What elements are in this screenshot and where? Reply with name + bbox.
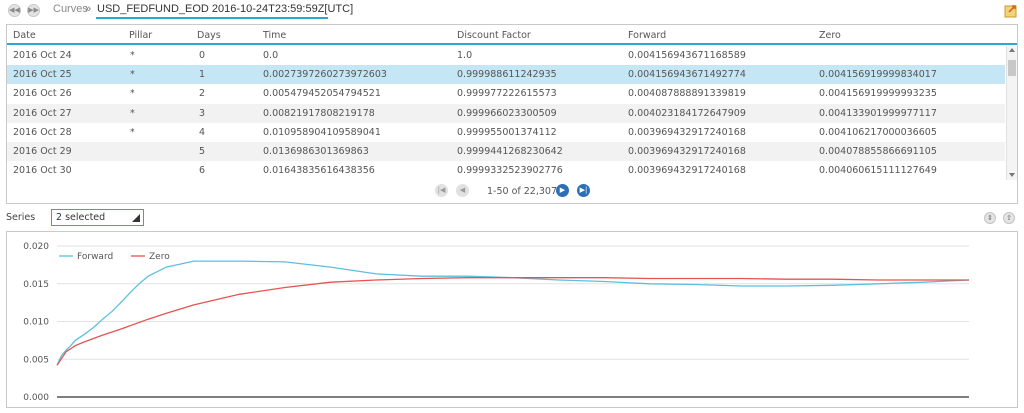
series-line-forward (56, 260, 970, 366)
table-row[interactable]: 2016 Oct 26 * 2 0.005479452054794521 0.9… (7, 84, 1005, 103)
series-label: Series (6, 212, 36, 223)
cell-date: 2016 Oct 30 (13, 165, 72, 177)
cell-time: 0.0 (263, 50, 279, 61)
last-page-icon[interactable]: ▶| (577, 184, 590, 197)
toolbar: ◀◀ ▶▶ Curves » USD_FEDFUND_EOD 2016-10-2… (0, 0, 1024, 22)
table-row[interactable]: 2016 Oct 27 * 3 0.00821917808219178 0.99… (7, 103, 1005, 123)
column-header-discount-factor[interactable]: Discount Factor (457, 30, 531, 41)
column-header-forward[interactable]: Forward (628, 30, 667, 41)
series-select[interactable]: 2 selected (51, 209, 144, 226)
column-header-pillar[interactable]: Pillar (129, 30, 153, 41)
cell-pillar: * (130, 50, 135, 61)
cell-forward: 0.004156943671492774 (628, 69, 746, 81)
column-header-date[interactable]: Date (13, 30, 36, 41)
expand-all-icon[interactable]: ⇕ (984, 212, 996, 224)
cell-forward: 0.004156943671168589 (628, 50, 746, 61)
cell-days: 4 (199, 126, 206, 138)
cell-time: 0.010958904109589041 (263, 126, 381, 138)
cell-time: 0.0136986301369863 (263, 146, 369, 157)
pager: |◀ ◀ 1-50 of 22,307 ▶ ▶| (7, 181, 1017, 203)
cell-date: 2016 Oct 24 (13, 50, 72, 61)
table-row[interactable]: 2016 Oct 29 5 0.0136986301369863 0.99994… (7, 142, 1005, 162)
cell-discount-factor: 0.999977222615573 (457, 88, 557, 100)
cell-discount-factor: 1.0 (457, 50, 473, 61)
scroll-up-icon[interactable] (1009, 48, 1015, 52)
cell-pillar: * (130, 69, 135, 81)
breadcrumb-current: USD_FEDFUND_EOD 2016-10-24T23:59:59Z[UTC… (97, 3, 354, 15)
curve-chart: 0.000 0.005 0.010 0.015 0.020 Forward Zero (6, 231, 1018, 408)
chevron-down-icon (132, 214, 140, 222)
table-row-selected[interactable]: 2016 Oct 25 * 1 0.0027397260273972603 0.… (7, 65, 1005, 85)
cell-discount-factor: 0.9999332523902776 (457, 165, 563, 177)
curve-table: Date Pillar Days Time Discount Factor Fo… (6, 24, 1018, 204)
cell-time: 0.005479452054794521 (263, 88, 381, 100)
cell-days: 2 (199, 88, 206, 100)
cell-pillar: * (130, 88, 135, 100)
previous-page-icon[interactable]: ◀ (456, 184, 469, 197)
cell-zero: 0.004156919999993235 (819, 88, 937, 100)
breadcrumb-separator: » (85, 3, 92, 15)
cell-days: 3 (199, 107, 206, 119)
cell-date: 2016 Oct 28 (13, 126, 72, 138)
fast-forward-icon[interactable]: ▶▶ (27, 4, 40, 17)
cell-zero: 0.004156919999834017 (819, 69, 937, 81)
series-line-zero (56, 277, 969, 366)
scroll-down-icon[interactable] (1009, 173, 1015, 177)
next-page-icon[interactable]: ▶ (556, 184, 569, 197)
cell-discount-factor: 0.999955001374112 (457, 126, 557, 138)
scroll-thumb[interactable] (1008, 60, 1016, 76)
table-row[interactable]: 2016 Oct 30 6 0.01643835616438356 0.9999… (7, 161, 1005, 180)
cell-days: 5 (199, 146, 206, 157)
y-tick-label: 0.020 (23, 242, 49, 252)
table-body: 2016 Oct 24 * 0 0.0 1.0 0.00415694367116… (7, 46, 1005, 180)
cell-days: 0 (199, 50, 206, 61)
legend-label: Forward (77, 252, 113, 262)
column-header-time[interactable]: Time (263, 30, 287, 41)
table-row[interactable]: 2016 Oct 28 * 4 0.010958904109589041 0.9… (7, 123, 1005, 142)
table-header: Date Pillar Days Time Discount Factor Fo… (7, 25, 1017, 45)
breadcrumb-root[interactable]: Curves (53, 3, 88, 15)
cell-forward: 0.004023184172647909 (628, 107, 746, 119)
cell-time: 0.0027397260273972603 (263, 69, 387, 81)
cell-zero: 0.004060615111127649 (819, 165, 937, 177)
legend-label: Zero (149, 252, 170, 262)
cell-date: 2016 Oct 27 (13, 107, 72, 119)
cell-discount-factor: 0.9999441268230642 (457, 146, 563, 157)
cell-discount-factor: 0.999966023300509 (457, 107, 557, 119)
collapse-all-icon[interactable]: ⇧ (1003, 212, 1015, 224)
cell-date: 2016 Oct 26 (13, 88, 72, 100)
column-header-days[interactable]: Days (197, 30, 221, 41)
table-row[interactable]: 2016 Oct 24 * 0 0.0 1.0 0.00415694367116… (7, 46, 1005, 65)
cell-forward: 0.003969432917240168 (628, 165, 746, 177)
breadcrumb-underline (96, 17, 328, 19)
cell-pillar: * (130, 107, 135, 119)
series-select-value: 2 selected (56, 212, 106, 223)
column-header-zero[interactable]: Zero (819, 30, 841, 41)
cell-time: 0.00821917808219178 (263, 107, 375, 119)
cell-time: 0.01643835616438356 (263, 165, 375, 177)
chart-svg: 0.000 0.005 0.010 0.015 0.020 Forward Zero (23, 242, 970, 403)
cell-forward: 0.003969432917240168 (628, 126, 746, 138)
y-tick-label: 0.010 (23, 318, 49, 328)
cell-pillar: * (130, 126, 135, 138)
pager-status: 1-50 of 22,307 (487, 186, 557, 197)
cell-zero: 0.004078855866691105 (819, 146, 937, 157)
y-tick-label: 0.000 (23, 393, 49, 403)
y-tick-label: 0.015 (23, 280, 49, 290)
cell-days: 1 (199, 69, 206, 81)
first-page-icon[interactable]: |◀ (435, 184, 448, 197)
cell-zero: 0.004133901999977117 (819, 107, 937, 119)
cell-forward: 0.003969432917240168 (628, 146, 746, 157)
rewind-icon[interactable]: ◀◀ (8, 4, 21, 17)
cell-discount-factor: 0.999988611242935 (457, 69, 557, 81)
y-tick-label: 0.005 (23, 355, 49, 365)
cell-days: 6 (199, 165, 206, 177)
cell-forward: 0.004087888891339819 (628, 88, 746, 100)
cell-date: 2016 Oct 25 (13, 69, 72, 81)
cell-zero: 0.004106217000036605 (819, 126, 937, 138)
table-scrollbar[interactable] (1006, 46, 1017, 180)
export-icon[interactable] (1004, 3, 1018, 18)
cell-date: 2016 Oct 29 (13, 146, 72, 157)
